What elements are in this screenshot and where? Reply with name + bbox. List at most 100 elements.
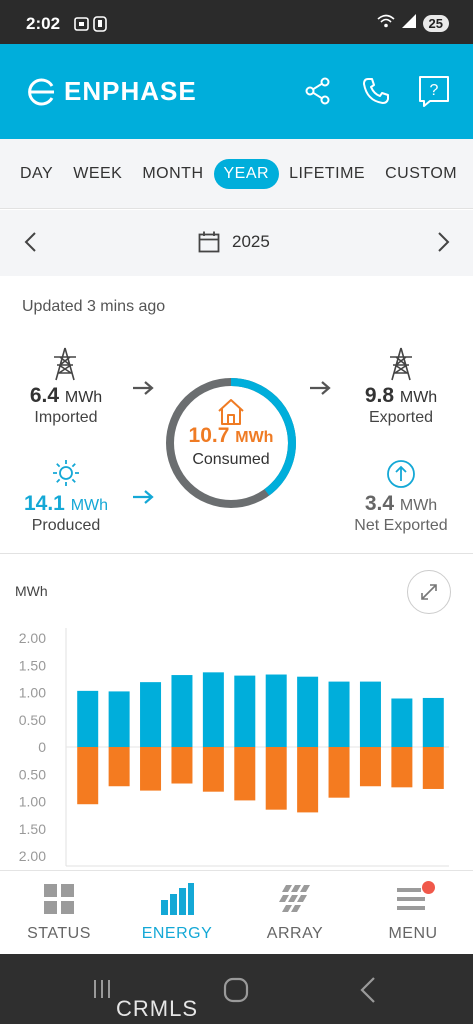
produced-stat: 14.1 MWh Produced: [12, 492, 120, 535]
consumed-bar[interactable]: [265, 747, 287, 810]
home-nav-icon[interactable]: [222, 976, 250, 1004]
date-selector: 2025: [0, 210, 473, 276]
wifi-icon: [377, 14, 395, 33]
y-tick-label: 1.50: [19, 821, 46, 837]
consumed-bar[interactable]: [77, 747, 99, 805]
energy-chart: 2.00 1.50 1.00 0.50 0 0.50 1.00 1.50 2.00: [19, 628, 449, 867]
tab-lifetime[interactable]: LIFETIME: [289, 164, 366, 182]
nav-menu[interactable]: MENU: [358, 881, 468, 943]
back-nav-icon[interactable]: [358, 976, 378, 1004]
expand-chart-button[interactable]: [407, 570, 451, 614]
exported-value: 9.8: [364, 384, 395, 407]
produced-bar[interactable]: [359, 681, 381, 747]
imported-label: Imported: [34, 409, 98, 426]
produced-bar[interactable]: [391, 698, 413, 747]
nav-energy[interactable]: ENERGY: [122, 881, 232, 943]
nav-energy-label: ENERGY: [141, 925, 213, 942]
exported-label: Exported: [368, 409, 434, 426]
app-header: ENPHASE ?: [0, 44, 473, 139]
nav-menu-label: MENU: [388, 925, 438, 942]
produced-bar[interactable]: [77, 690, 99, 747]
brand-name: ENPHASE: [64, 76, 197, 106]
solar-array-icon: [279, 885, 310, 912]
imported-unit: MWh: [64, 389, 103, 406]
consumed-bar[interactable]: [140, 747, 162, 791]
date-picker[interactable]: 2025: [198, 231, 270, 253]
consumption-ring: [166, 378, 296, 508]
imported-stat: 6.4 MWh Imported: [14, 384, 118, 427]
consumed-bar[interactable]: [234, 747, 256, 801]
produced-bar[interactable]: [171, 675, 193, 747]
y-tick-label: 1.50: [19, 657, 46, 673]
exported-unit: MWh: [399, 389, 438, 406]
net-exported-stat: 3.4 MWh Net Exported: [344, 492, 458, 535]
consumed-bar[interactable]: [422, 747, 444, 789]
tab-year[interactable]: YEAR: [213, 158, 280, 189]
share-button[interactable]: [301, 74, 335, 108]
net-exported-value: 3.4: [364, 492, 395, 515]
date-label: 2025: [232, 232, 270, 251]
consumed-bar[interactable]: [297, 747, 319, 813]
section-divider: [0, 553, 473, 554]
help-button[interactable]: ?: [417, 74, 451, 108]
signal-icon: [401, 14, 417, 33]
bottom-navigation: STATUS ENERGY ARRAY: [0, 870, 473, 955]
sun-icon: [53, 460, 79, 486]
produced-bar[interactable]: [108, 691, 130, 747]
recent-apps-icon[interactable]: [92, 978, 116, 1000]
chart-unit-label: MWh: [15, 583, 48, 599]
calendar-icon: [198, 231, 220, 253]
enphase-logo: ENPHASE: [26, 76, 197, 107]
exported-stat: 9.8 MWh Exported: [350, 384, 452, 427]
tab-custom[interactable]: CUSTOM: [385, 164, 458, 182]
phone-icon: [363, 78, 389, 104]
y-tick-label: 2.00: [19, 848, 46, 864]
menu-icon: [397, 888, 425, 910]
produced-bar[interactable]: [328, 681, 350, 747]
call-button[interactable]: [359, 74, 393, 108]
status-grid-icon: [44, 884, 74, 914]
grid-tower-icon: [54, 347, 76, 381]
produced-bar[interactable]: [297, 676, 319, 747]
consumed-stat: 10.7 MWh Consumed: [166, 424, 296, 469]
watermark-text: CRMLS: [116, 996, 199, 1021]
consumed-bar[interactable]: [328, 747, 350, 798]
tab-month[interactable]: MONTH: [142, 164, 204, 182]
produced-bar[interactable]: [140, 682, 162, 747]
consumed-bar[interactable]: [202, 747, 224, 792]
tab-week[interactable]: WEEK: [73, 164, 123, 182]
consumed-bar[interactable]: [108, 747, 130, 787]
y-tick-label: 1.00: [19, 685, 46, 701]
consumed-bar[interactable]: [359, 747, 381, 787]
enphase-logo-icon: [28, 78, 54, 105]
y-tick-label: 0.50: [19, 712, 46, 728]
expand-icon: [421, 584, 437, 600]
y-tick-label: 0.50: [19, 766, 46, 782]
notification-dot: [422, 881, 435, 894]
y-tick-label: 1.00: [19, 794, 46, 810]
energy-bars-icon: [161, 883, 194, 915]
help-chat-icon: ?: [419, 76, 449, 107]
updated-text: Updated 3 mins ago: [22, 298, 166, 315]
battery-indicator: 25: [422, 15, 449, 32]
consumed-label: Consumed: [192, 451, 270, 468]
previous-period-button[interactable]: [20, 230, 44, 254]
nav-status[interactable]: STATUS: [4, 881, 114, 943]
arrow-right-icon: [310, 381, 331, 395]
produced-value: 14.1: [23, 492, 65, 515]
y-tick-label: 2.00: [19, 630, 46, 646]
produced-bar[interactable]: [422, 697, 444, 747]
tab-day[interactable]: DAY: [20, 164, 54, 182]
share-icon: [305, 77, 330, 105]
home-icon: [218, 399, 244, 425]
consumed-bar[interactable]: [391, 747, 413, 788]
produced-bar[interactable]: [265, 674, 287, 747]
next-period-button[interactable]: [430, 230, 454, 254]
produced-bar[interactable]: [234, 675, 256, 747]
produced-unit: MWh: [70, 497, 109, 514]
nav-array[interactable]: ARRAY: [240, 881, 350, 943]
net-export-up-icon: [387, 460, 415, 488]
produced-bar[interactable]: [202, 672, 224, 747]
consumed-bar[interactable]: [171, 747, 193, 784]
notification-icons: [74, 16, 110, 37]
